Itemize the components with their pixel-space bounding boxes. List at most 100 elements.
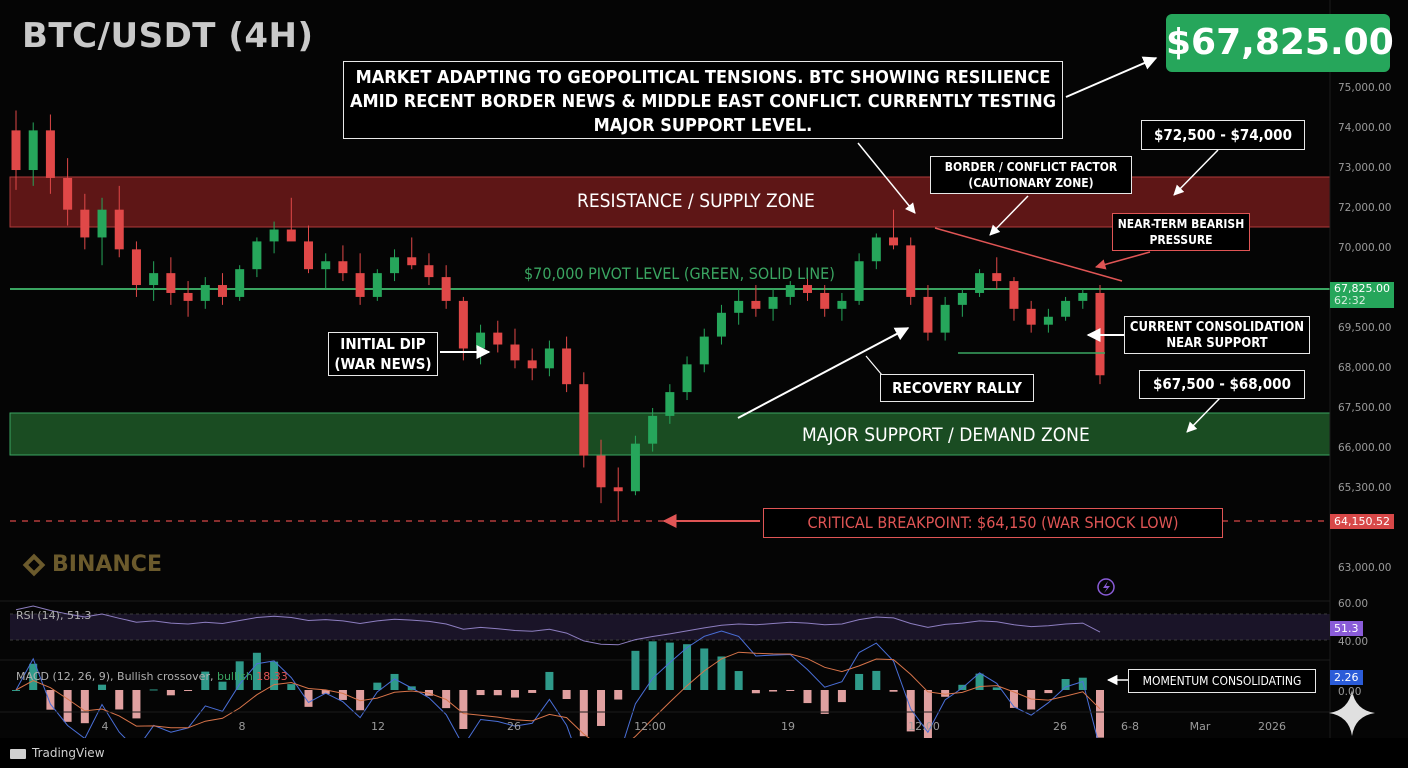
arrow-recovery-label [865,355,883,376]
candle-body [975,273,985,293]
rsi-axis-tick: 60.00 [1338,598,1369,610]
candle-body [63,177,73,210]
price-tick: 67,500.00 [1338,402,1392,414]
candle-body [768,296,778,309]
time-tick: 6-8 [1121,720,1139,733]
macd-histogram [12,641,1104,738]
arrow-to-peak [857,142,916,214]
candle-body [407,257,417,266]
time-tick: 12 [371,720,385,733]
macd-bar [304,690,313,707]
candle-body [665,392,675,416]
candle-body [871,237,881,262]
tradingview-brand[interactable]: TradingView [10,746,105,760]
candle-body [1009,281,1019,309]
candle-body [131,249,141,286]
macd-axis-zero: 0.00 [1338,686,1362,698]
candle-body [923,296,933,333]
macd-bar [1009,690,1018,708]
macd-bar [803,690,812,704]
candle-body [441,277,451,301]
macd-bar [545,671,554,690]
macd-bar [837,690,846,703]
pivot-label: $70,000 PIVOT LEVEL (GREEN, SOLID LINE) [524,264,835,283]
candle-body [562,348,572,385]
macd-bar [820,690,829,714]
macd-bar [889,690,898,692]
macd-bar [12,690,20,691]
macd-bar [132,690,141,719]
bearish-pressure-label: NEAR-TERM BEARISH PRESSURE [1112,213,1250,251]
candle-body [802,285,812,293]
macd-bar [338,690,347,700]
candle-body [424,265,434,278]
price-tick: 68,000.00 [1338,362,1392,374]
candle-body [613,487,623,492]
breakpoint-label: CRITICAL BREAKPOINT: $64,150 (WAR SHOCK … [763,508,1223,538]
macd-bar [528,690,537,693]
border-factor-label: BORDER / CONFLICT FACTOR (CAUTIONARY ZON… [930,156,1132,194]
candle-body [114,209,124,250]
rsi-label: RSI (14), 51.3 [16,609,92,622]
macd-bar [390,673,399,690]
time-tick: 12:00 [908,720,940,733]
time-tick: 4 [101,720,109,733]
macd-bar [648,641,657,690]
price-tick: 72,000.00 [1338,202,1392,214]
consolidation-label: CURRENT CONSOLIDATION NEAR SUPPORT [1124,316,1310,354]
support-zone-label: MAJOR SUPPORT / DEMAND ZONE [802,424,1090,446]
macd-bar [373,682,382,690]
macd-bar [270,661,279,690]
candle-body [269,229,279,242]
recovery-rally-label: RECOVERY RALLY [880,374,1034,402]
candle-body [183,292,193,301]
candle-body [338,261,348,274]
candle-body [906,245,916,297]
candle-body [252,241,262,270]
macd-bar [321,690,330,694]
candle-body [166,273,176,293]
macd-bar [683,644,692,690]
macd-bar [166,690,175,696]
macd-bar [614,690,623,700]
binance-watermark: BINANCE [22,552,162,577]
macd-bar [579,690,588,737]
binance-watermark-text: BINANCE [52,552,162,577]
macd-bar [665,642,674,690]
candle-body [149,273,159,286]
macd-bar [510,690,519,698]
macd-bar [597,690,606,726]
macd-bar [29,663,38,690]
macd-bar [717,656,726,690]
lightning-icon [1103,581,1110,593]
arrow-range-low [1186,397,1221,433]
macd-bar [941,690,950,697]
candle-body [699,336,709,365]
candle-body [1043,316,1053,325]
sparkle-icon [1329,690,1375,736]
macd-bar [751,690,760,694]
current-price-badge: $67,825.00 [1166,14,1394,72]
bearish-trendline [934,227,1123,282]
macd-bar [872,670,881,690]
macd-bar [184,690,193,691]
candle-body [527,360,537,369]
candle-body [458,300,468,349]
macd-bar [115,690,124,710]
macd-bar [218,681,227,690]
macd-bar [923,690,932,738]
alert-icon[interactable] [1097,578,1115,596]
macd-bar [98,684,107,690]
candle-body [217,285,227,297]
range-low-label: $67,500 - $68,000 [1139,370,1305,399]
price-tick: 70,000.00 [1338,242,1392,254]
tradingview-brand-text: TradingView [32,746,105,760]
current-price-tag: 67,825.00 62:32 [1330,282,1394,308]
candle-body [1078,292,1088,301]
candle-body [1061,300,1071,317]
candle-body [940,304,950,333]
macd-bar [975,673,984,690]
arrow-to-price [1065,56,1158,98]
macd-bar [80,690,89,724]
candle-body [355,273,365,297]
